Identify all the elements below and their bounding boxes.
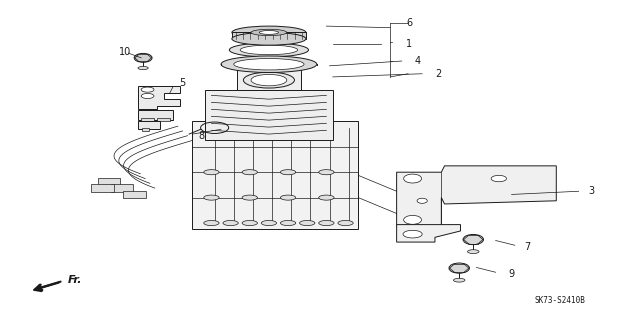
Polygon shape	[205, 90, 333, 140]
Text: 6: 6	[406, 18, 412, 28]
Ellipse shape	[280, 195, 296, 200]
Text: 8: 8	[198, 131, 205, 141]
Ellipse shape	[141, 93, 154, 99]
Ellipse shape	[319, 195, 334, 200]
Ellipse shape	[259, 31, 278, 34]
Polygon shape	[192, 122, 358, 229]
Text: 1: 1	[406, 39, 412, 48]
Ellipse shape	[232, 26, 306, 39]
Ellipse shape	[234, 58, 304, 70]
Polygon shape	[397, 166, 556, 226]
Bar	[138, 110, 173, 120]
Ellipse shape	[261, 220, 276, 226]
Ellipse shape	[403, 230, 422, 238]
Text: SK73-S2410B: SK73-S2410B	[534, 296, 585, 305]
Ellipse shape	[454, 278, 465, 282]
Bar	[124, 191, 146, 198]
Ellipse shape	[491, 175, 506, 182]
Ellipse shape	[242, 220, 257, 226]
Ellipse shape	[319, 170, 334, 175]
Ellipse shape	[240, 45, 298, 55]
Text: 9: 9	[508, 269, 515, 279]
Bar	[98, 178, 120, 186]
Ellipse shape	[404, 215, 422, 224]
Polygon shape	[237, 69, 301, 90]
Ellipse shape	[338, 220, 353, 226]
Ellipse shape	[280, 170, 296, 175]
Ellipse shape	[404, 174, 422, 183]
Ellipse shape	[243, 72, 294, 88]
Ellipse shape	[204, 220, 219, 226]
Text: 10: 10	[119, 47, 131, 56]
Text: Fr.: Fr.	[68, 275, 83, 285]
Ellipse shape	[251, 74, 287, 86]
Text: 2: 2	[435, 69, 441, 79]
Ellipse shape	[232, 33, 306, 45]
Ellipse shape	[319, 220, 334, 226]
Ellipse shape	[221, 56, 317, 72]
Ellipse shape	[134, 53, 152, 62]
Text: 7: 7	[524, 242, 531, 252]
Ellipse shape	[242, 170, 257, 175]
Bar	[92, 184, 114, 192]
Ellipse shape	[463, 234, 483, 245]
Ellipse shape	[204, 195, 219, 200]
Ellipse shape	[449, 263, 469, 273]
Bar	[143, 128, 149, 130]
Ellipse shape	[417, 198, 428, 203]
Ellipse shape	[242, 195, 257, 200]
Ellipse shape	[229, 43, 308, 57]
Bar	[141, 118, 154, 122]
Ellipse shape	[251, 29, 287, 36]
Bar	[157, 118, 170, 122]
Text: 5: 5	[179, 78, 186, 88]
Bar	[111, 184, 133, 192]
Ellipse shape	[141, 87, 154, 92]
Ellipse shape	[300, 220, 315, 226]
Ellipse shape	[223, 220, 238, 226]
Polygon shape	[397, 225, 461, 242]
Ellipse shape	[467, 250, 479, 254]
Text: 3: 3	[588, 186, 595, 196]
Ellipse shape	[280, 220, 296, 226]
Bar	[138, 122, 161, 129]
Ellipse shape	[204, 170, 219, 175]
Bar	[232, 33, 306, 39]
Text: 4: 4	[415, 56, 420, 66]
Ellipse shape	[138, 66, 148, 70]
Polygon shape	[138, 86, 179, 109]
